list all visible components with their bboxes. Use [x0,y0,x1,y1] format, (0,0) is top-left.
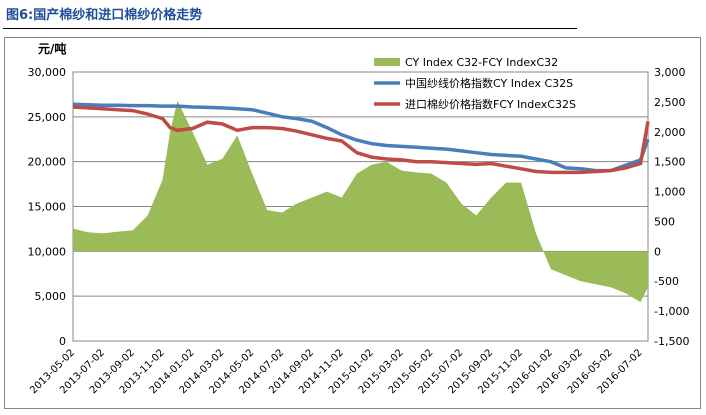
right-tick-label: 2,500 [654,96,686,109]
right-tick-label: 3,000 [654,66,686,79]
area-series-spread [73,100,648,303]
legend-swatch [374,58,400,66]
left-tick-label: 20,000 [28,156,67,169]
left-tick-label: 0 [59,335,66,348]
legend-label: 进口棉纱价格指数FCY IndexC32S [405,97,576,111]
right-tick-label: 1,000 [654,186,686,199]
line-series-domestic [72,102,650,173]
legend-label: CY Index C32-FCY IndexC32 [405,56,558,69]
left-axis-label: 元/吨 [38,41,66,56]
chart-frame [4,37,701,409]
line-series-import [72,105,650,175]
title-rule [3,28,577,29]
left-tick-label: 10,000 [28,245,67,258]
left-tick-label: 15,000 [28,201,67,214]
left-tick-label: 25,000 [28,111,67,124]
right-tick-label: -1,000 [654,305,689,318]
right-tick-label: -1,500 [654,335,689,348]
right-tick-label: 1,500 [654,156,686,169]
right-tick-label: 2,000 [654,126,686,139]
left-tick-label: 30,000 [28,66,67,79]
right-tick-label: 500 [654,215,675,228]
left-tick-label: 5,000 [35,290,67,303]
figure-title: 图6:国产棉纱和进口棉纱价格走势 [6,8,203,23]
right-tick-label: -500 [654,275,679,288]
right-tick-label: 0 [654,245,661,258]
legend-label: 中国纱线价格指数CY Index C32S [405,76,573,90]
